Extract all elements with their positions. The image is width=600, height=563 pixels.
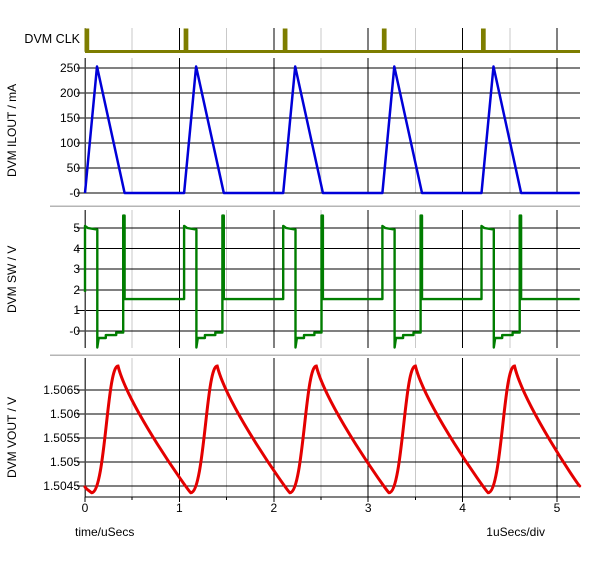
- sw-ytick-label: 3: [73, 262, 80, 277]
- sw-ytick-label: 5: [73, 221, 80, 235]
- ilout-ytick-label: 200: [59, 86, 80, 100]
- ilout-ytick-label: -0: [69, 186, 80, 200]
- x-axis-tick-label: 2: [270, 501, 278, 515]
- ilout-ytick-label: 250: [59, 61, 80, 75]
- sw-trace: [83, 214, 580, 349]
- clk-panel-label: DVM CLK: [24, 32, 80, 46]
- x-axis-tick-label: 4: [459, 501, 466, 515]
- time-axis-unit-label: time/uSecs: [75, 525, 135, 539]
- clk-pulse: [183, 28, 189, 52]
- time-per-div-label: 1uSecs/div: [486, 525, 545, 539]
- ilout-ytick-label: 100: [59, 136, 80, 150]
- vout-trace: [83, 364, 582, 495]
- clk-pulse: [381, 28, 387, 52]
- sw-axis-label: DVM SW / V: [5, 245, 19, 314]
- ilout-trace: [83, 65, 580, 195]
- vout-ytick-label: 1.5065: [43, 383, 80, 397]
- clk-pulse: [84, 28, 90, 52]
- clk-pulse: [282, 28, 288, 52]
- ilout-ytick-label: 150: [59, 111, 80, 125]
- sw-ytick-label: 4: [73, 241, 80, 256]
- x-axis-tick-label: 1: [176, 501, 183, 515]
- x-axis-tick-label: 5: [553, 501, 561, 515]
- sw-ytick-label: -0: [69, 324, 80, 338]
- vout-ytick-label: 1.506: [49, 407, 80, 421]
- sw-ytick-label: 1: [73, 303, 80, 318]
- ilout-axis-label: DVM ILOUT / mA: [5, 83, 19, 178]
- x-axis-tick-label: 3: [364, 501, 372, 515]
- vout-ytick-label: 1.5055: [43, 431, 80, 445]
- ilout-ytick-label: 50: [66, 161, 80, 175]
- clk-pulse: [480, 28, 486, 52]
- x-axis-tick-label: 0: [81, 501, 89, 515]
- vout-axis-label: DVM VOUT / V: [5, 396, 19, 478]
- vout-ytick-label: 1.5045: [43, 479, 80, 493]
- vout-ytick-label: 1.505: [49, 455, 80, 469]
- sw-ytick-label: 2: [73, 282, 80, 297]
